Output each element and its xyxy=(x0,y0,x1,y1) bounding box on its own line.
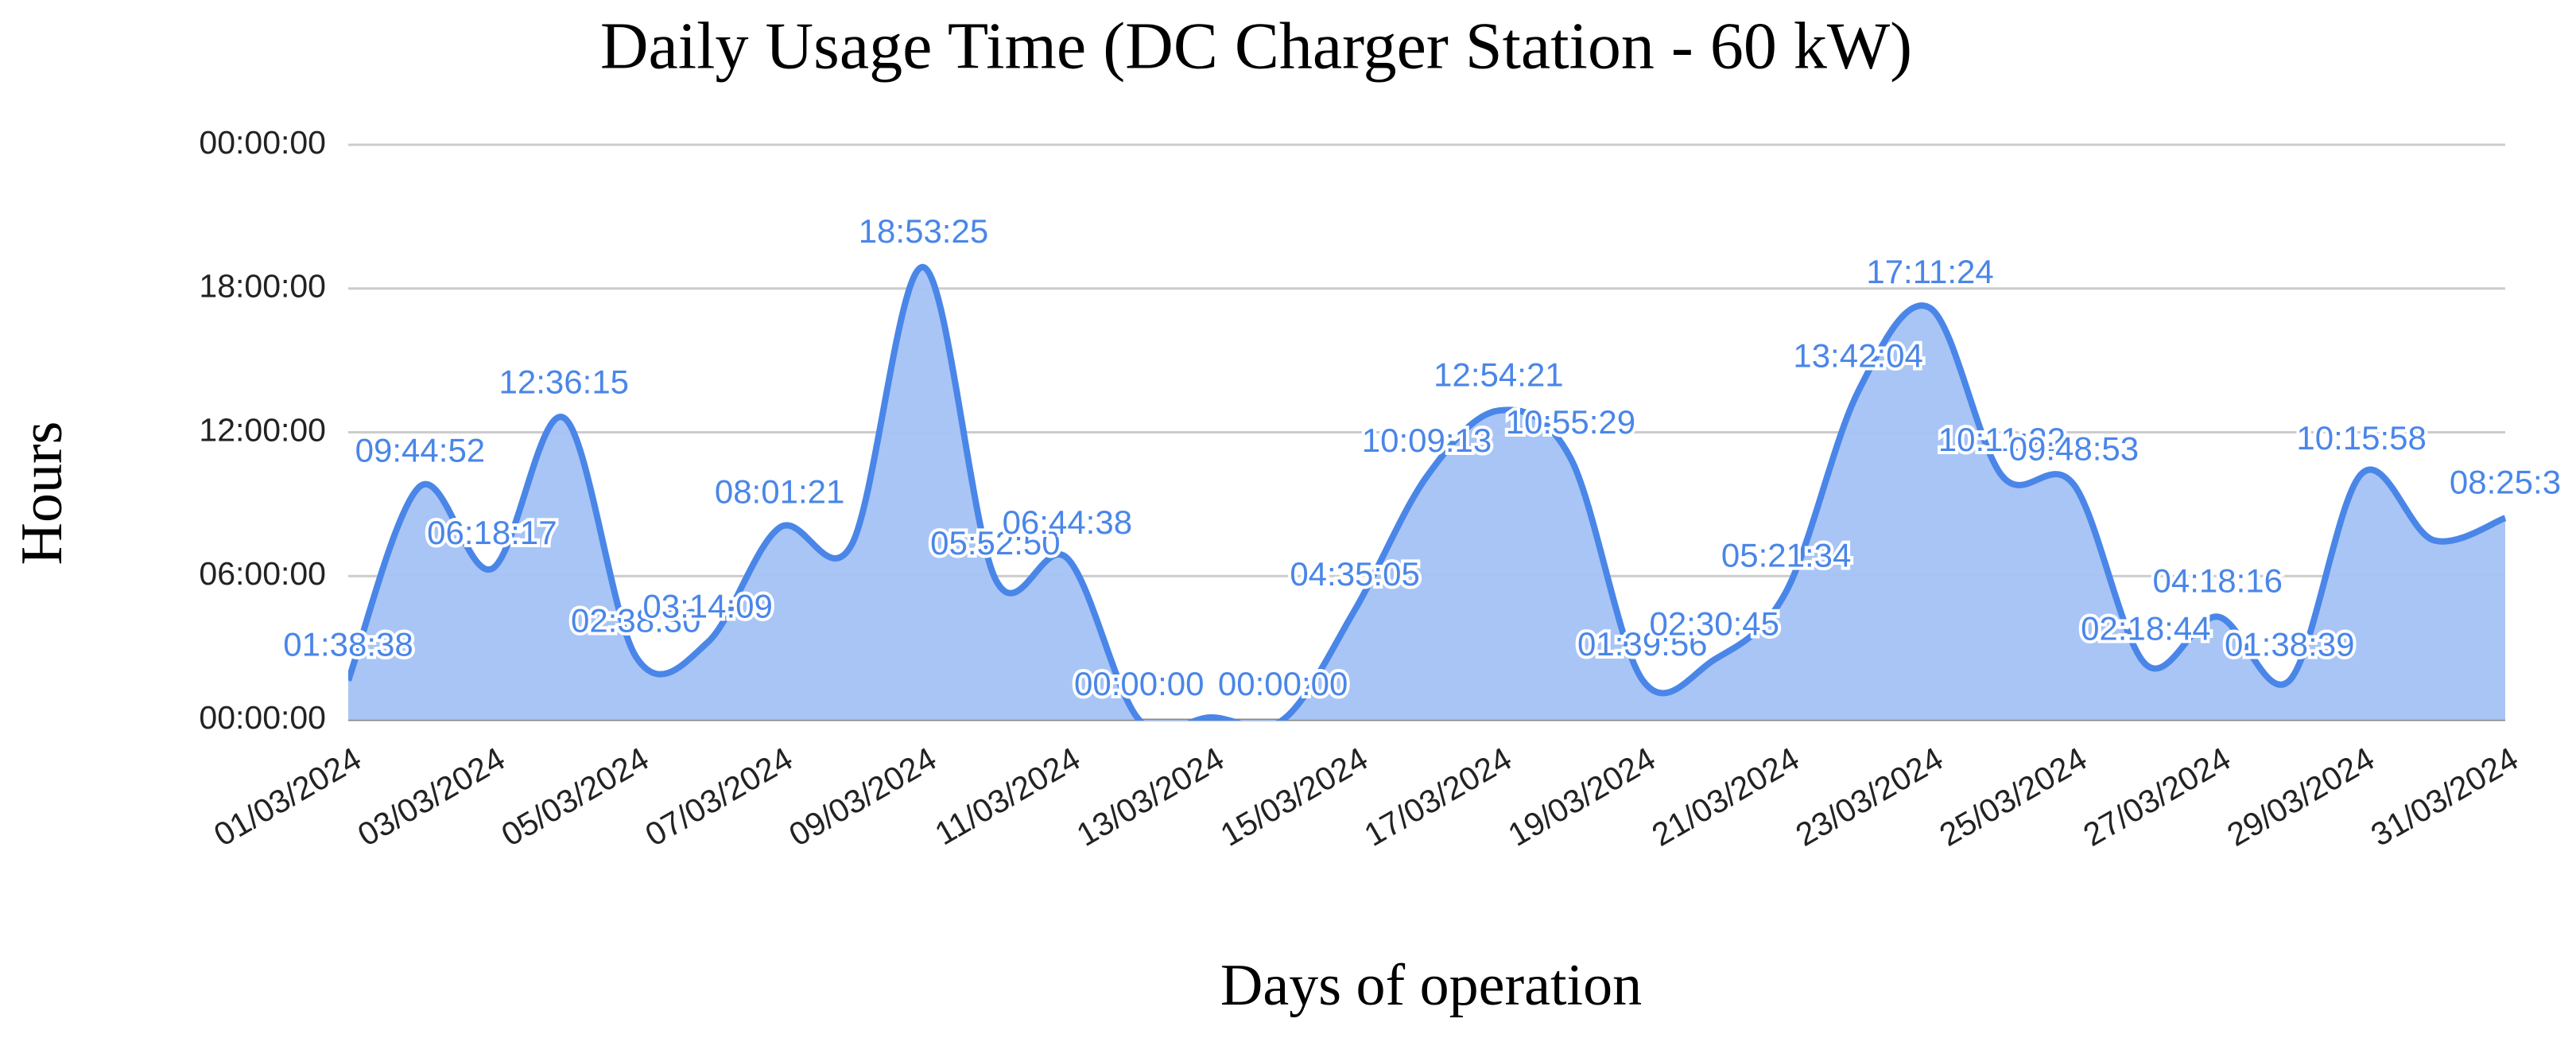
x-tick-label: 23/03/2024 xyxy=(1790,740,1949,853)
data-label: 10:15:58 xyxy=(2296,419,2427,457)
x-tick-label: 01/03/2024 xyxy=(208,740,367,853)
data-label: 00:00:00 xyxy=(1218,665,1348,702)
data-label: 04:18:16 xyxy=(2153,562,2283,599)
data-label: 02:18:44 xyxy=(2081,609,2211,647)
x-tick-label: 09/03/2024 xyxy=(783,740,943,853)
data-label: 10:55:29 xyxy=(1506,403,1636,441)
data-label: 05:21:34 xyxy=(1721,537,1852,574)
x-tick-label: 15/03/2024 xyxy=(1214,740,1374,853)
x-tick-label: 19/03/2024 xyxy=(1502,740,1662,853)
x-tick-label: 13/03/2024 xyxy=(1070,740,1230,853)
data-label: 09:44:52 xyxy=(355,431,486,468)
data-label: 10:11:22 xyxy=(1938,421,2066,458)
data-label: 03:14:09 xyxy=(642,588,773,625)
data-label: 06:44:38 xyxy=(1003,503,1133,541)
x-tick-label: 21/03/2024 xyxy=(1646,740,1806,853)
plot-area xyxy=(348,263,2507,721)
x-tick-label: 11/03/2024 xyxy=(929,740,1086,852)
data-label: 13:42:04 xyxy=(1793,336,1923,374)
y-tick-label: 12:00:00 xyxy=(199,411,326,448)
line xyxy=(348,263,2507,721)
data-label: 18:53:25 xyxy=(859,212,989,250)
data-label: 02:30:45 xyxy=(1649,605,1779,642)
data-label: 08:01:21 xyxy=(715,472,845,510)
x-tick-label: 31/03/2024 xyxy=(2365,740,2524,853)
data-label: 04:35:05 xyxy=(1290,555,1420,593)
x-tick-label: 29/03/2024 xyxy=(2221,740,2380,853)
data-label: 12:54:21 xyxy=(1433,356,1564,393)
area xyxy=(348,266,2505,721)
data-label: 01:38:39 xyxy=(2225,626,2355,663)
data-label: 17:11:24 xyxy=(1866,253,1993,290)
y-axis-title: Hours xyxy=(10,422,75,566)
y-tick-label: 00:00:00 xyxy=(199,699,326,736)
data-label: 12:36:15 xyxy=(499,363,630,400)
x-tick-label: 25/03/2024 xyxy=(1934,740,2093,853)
data-label: 01:39:56 xyxy=(1577,625,1708,663)
x-tick-label: 17/03/2024 xyxy=(1358,740,1518,853)
y-tick-label: 18:00:00 xyxy=(199,268,326,305)
data-label: 10:09:13 xyxy=(1362,422,1492,459)
data-label: 02:38:30 xyxy=(571,602,701,640)
data-label: 09:48:53 xyxy=(2009,430,2140,467)
y-tick-label: 06:00:00 xyxy=(199,555,326,592)
x-tick-label: 27/03/2024 xyxy=(2077,740,2237,853)
x-tick-label: 03/03/2024 xyxy=(351,740,511,853)
x-tick-label: 05/03/2024 xyxy=(495,740,655,853)
data-label: 01:38:38 xyxy=(283,626,413,663)
x-tick-label: 07/03/2024 xyxy=(639,740,799,853)
data-label: 05:52:50 xyxy=(930,524,1061,562)
data-label: 00:00:00 xyxy=(1074,665,1205,702)
data-label: 06:18:17 xyxy=(427,514,557,551)
x-axis-title: Days of operation xyxy=(1220,953,1642,1018)
y-tick-label: 00:00:00 xyxy=(199,124,326,161)
data-label: 08:25:3 xyxy=(2450,463,2561,500)
chart-title: Daily Usage Time (DC Charger Station - 6… xyxy=(600,9,1912,83)
